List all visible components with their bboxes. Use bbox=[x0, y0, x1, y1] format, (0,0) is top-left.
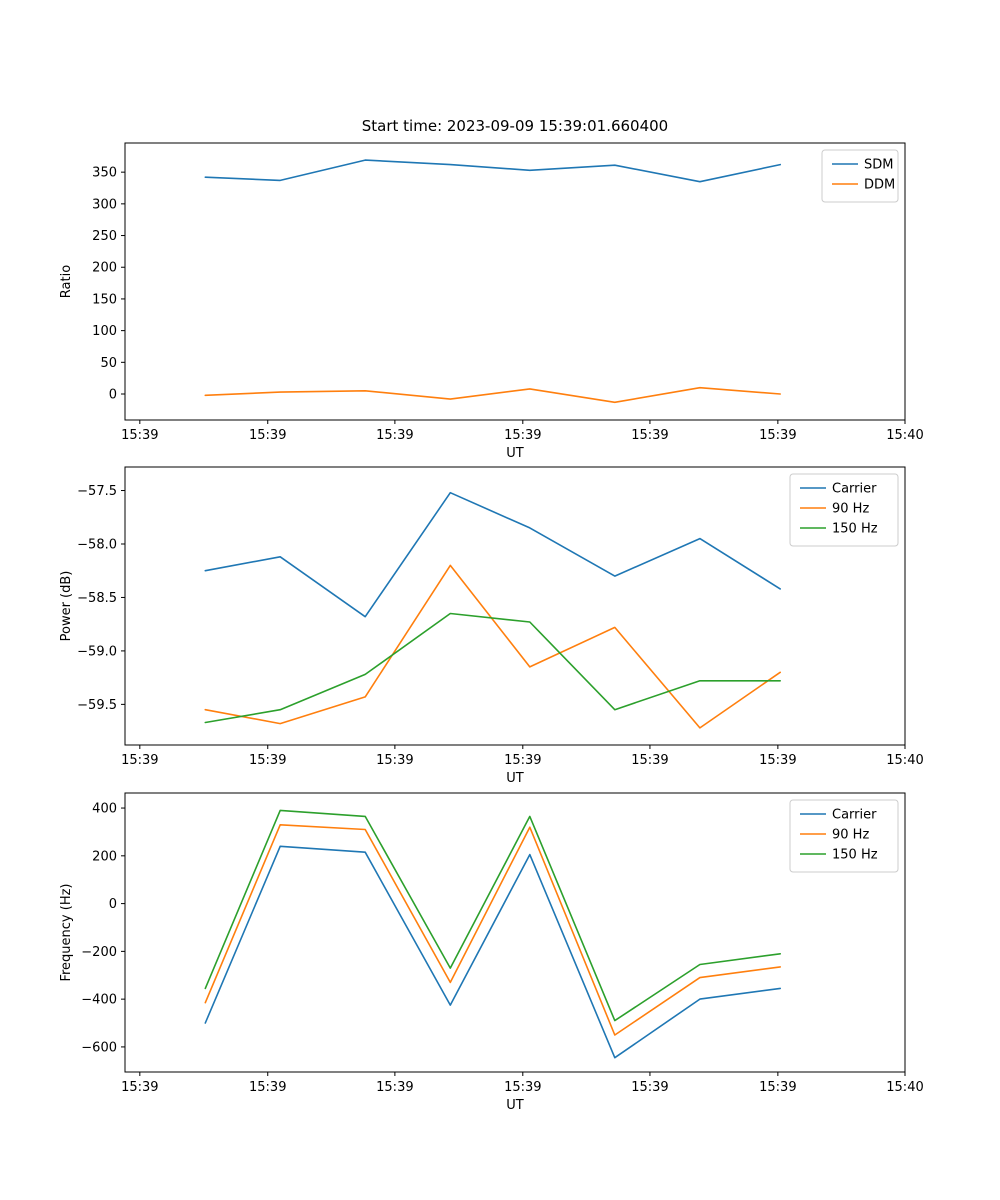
series-line-sdm bbox=[204, 159, 782, 183]
x-tick-label: 15:39 bbox=[121, 1080, 158, 1095]
y-tick-label: −600 bbox=[81, 1040, 117, 1055]
x-axis-label: UT bbox=[506, 1098, 524, 1113]
series-line-90-hz bbox=[204, 564, 782, 729]
y-tick-label: −58.0 bbox=[77, 537, 117, 552]
y-tick-label: 100 bbox=[92, 324, 117, 339]
legend-label: Carrier bbox=[832, 482, 877, 497]
x-axis-label: UT bbox=[506, 446, 524, 461]
legend-label: 90 Hz bbox=[832, 502, 869, 517]
ratio-chart: 0 50 100 150 200 250 300 350 15:39 15:39 15:39 15:3… bbox=[59, 142, 924, 461]
series-line-150-hz bbox=[204, 809, 782, 1022]
y-axis-label: Ratio bbox=[59, 265, 74, 298]
series-line-150-hz bbox=[204, 612, 782, 724]
x-tick-label: 15:40 bbox=[886, 1080, 923, 1095]
x-tick-label: 15:40 bbox=[886, 428, 923, 443]
x-tick-label: 15:39 bbox=[504, 428, 541, 443]
y-tick-label: 150 bbox=[92, 292, 117, 307]
x-tick-label: 15:39 bbox=[376, 753, 413, 768]
x-tick-label: 15:39 bbox=[376, 1080, 413, 1095]
x-tick-label: 15:39 bbox=[759, 428, 796, 443]
series-line-carrier bbox=[204, 845, 782, 1059]
x-tick-label: 15:39 bbox=[249, 753, 286, 768]
frequency-chart: 400 200 0 −200 −400 −600 15:39 15:39 15:39 15:39 1… bbox=[59, 792, 924, 1113]
legend-label: 150 Hz bbox=[832, 522, 878, 537]
x-tick-label: 15:39 bbox=[504, 1080, 541, 1095]
axes-frame bbox=[124, 792, 906, 1073]
legend-label: 90 Hz bbox=[832, 828, 869, 843]
legend-box bbox=[821, 149, 899, 203]
y-axis-label: Frequency (Hz) bbox=[59, 883, 74, 981]
legend-label: SDM bbox=[864, 158, 893, 173]
x-tick-label: 15:39 bbox=[504, 753, 541, 768]
x-tick-label: 15:39 bbox=[631, 1080, 668, 1095]
x-tick-label: 15:39 bbox=[759, 753, 796, 768]
y-tick-label: 400 bbox=[92, 802, 117, 817]
y-tick-label: −58.5 bbox=[77, 591, 117, 606]
y-tick-label: 300 bbox=[92, 197, 117, 212]
x-tick-label: 15:39 bbox=[249, 428, 286, 443]
x-tick-label: 15:39 bbox=[249, 1080, 286, 1095]
y-axis-label: Power (dB) bbox=[59, 571, 74, 642]
x-axis-label: UT bbox=[506, 771, 524, 786]
x-tick-label: 15:39 bbox=[759, 1080, 796, 1095]
x-tick-label: 15:39 bbox=[631, 428, 668, 443]
y-tick-label: 200 bbox=[92, 849, 117, 864]
x-tick-label: 15:39 bbox=[121, 753, 158, 768]
y-tick-label: 250 bbox=[92, 229, 117, 244]
axes-frame bbox=[124, 466, 906, 746]
x-tick-label: 15:39 bbox=[121, 428, 158, 443]
legend-label: 150 Hz bbox=[832, 848, 878, 863]
series-line-90-hz bbox=[204, 823, 782, 1036]
y-tick-label: −200 bbox=[81, 945, 117, 960]
x-tick-label: 15:40 bbox=[886, 753, 923, 768]
x-tick-label: 15:39 bbox=[631, 753, 668, 768]
series-line-carrier bbox=[204, 491, 782, 618]
y-tick-label: 0 bbox=[109, 388, 117, 403]
y-tick-label: 200 bbox=[92, 261, 117, 276]
legend-label: Carrier bbox=[832, 808, 877, 823]
y-tick-label: −59.0 bbox=[77, 644, 117, 659]
y-tick-label: −400 bbox=[81, 993, 117, 1008]
y-tick-label: 0 bbox=[109, 897, 117, 912]
x-tick-label: 15:39 bbox=[376, 428, 413, 443]
series-line-ddm bbox=[204, 386, 782, 404]
y-tick-label: −59.5 bbox=[77, 698, 117, 713]
y-tick-label: 350 bbox=[92, 166, 117, 181]
axes-frame bbox=[124, 142, 906, 421]
legend-label: DDM bbox=[864, 178, 895, 193]
power-chart: −57.5 −58.0 −58.5 −59.0 −59.5 15:39 15:39 15:39… bbox=[59, 466, 924, 786]
y-tick-label: 50 bbox=[100, 356, 117, 371]
figure-title: Start time: 2023-09-09 15:39:01.660400 bbox=[361, 117, 669, 135]
y-tick-label: −57.5 bbox=[77, 484, 117, 499]
